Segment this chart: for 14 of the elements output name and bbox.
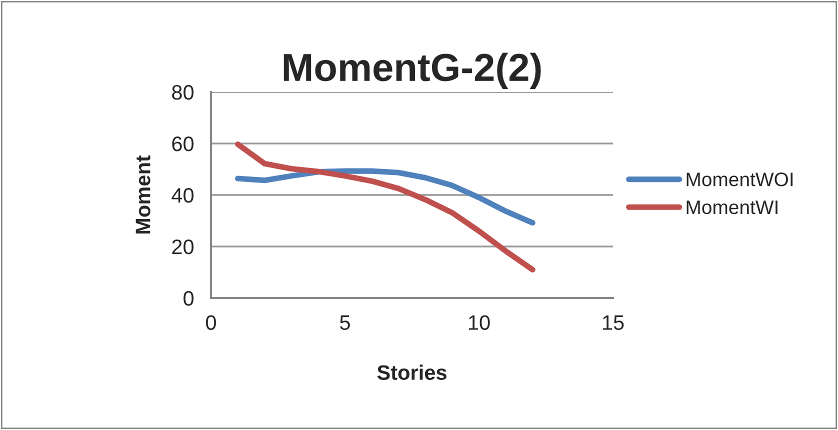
y-tick-label: 20: [172, 240, 194, 254]
legend-label: MomentWI: [686, 200, 778, 214]
chart-title: MomentG-2(2): [284, 52, 541, 89]
y-tick-label: 80: [172, 85, 194, 100]
legend-label: MomentWOI: [686, 172, 793, 186]
x-tick-label: 5: [340, 315, 350, 330]
y-tick-label: 40: [172, 188, 194, 203]
y-axis-title: Moment: [136, 155, 150, 234]
x-axis-title: Stories: [377, 364, 446, 380]
x-tick-label: 0: [206, 315, 216, 330]
y-tick-label: 60: [172, 136, 194, 152]
x-tick-label: 10: [469, 315, 490, 330]
x-tick-label: 15: [603, 315, 624, 330]
y-tick-label: 0: [184, 291, 194, 306]
